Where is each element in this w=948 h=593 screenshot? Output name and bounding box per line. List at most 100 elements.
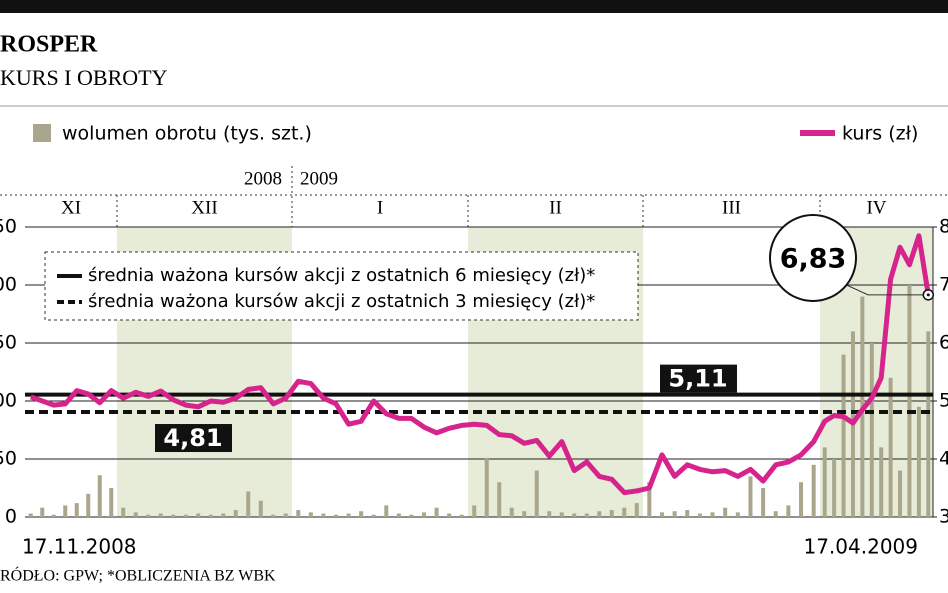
volume-bar bbox=[221, 513, 226, 517]
volume-bar bbox=[97, 475, 102, 517]
callout-circle bbox=[769, 214, 857, 302]
volume-bar bbox=[879, 447, 884, 517]
volume-bar bbox=[321, 513, 326, 517]
volume-bar bbox=[283, 513, 288, 517]
legend-box bbox=[44, 251, 639, 321]
volume-bar bbox=[547, 511, 552, 517]
volume-bar bbox=[196, 513, 201, 517]
volume-bar bbox=[171, 514, 176, 517]
volume-bar bbox=[484, 457, 489, 517]
volume-bar bbox=[208, 514, 213, 517]
month-label: XII bbox=[191, 197, 217, 218]
month-label: I bbox=[377, 197, 383, 218]
reference-label: 5,11 bbox=[668, 365, 727, 393]
volume-bar bbox=[926, 331, 931, 517]
volume-bar bbox=[334, 514, 338, 517]
volume-bar bbox=[396, 513, 401, 517]
volume-bar bbox=[841, 354, 846, 517]
volume-bar bbox=[472, 505, 477, 517]
y2-tick-label: 6 bbox=[939, 332, 948, 354]
volume-bar bbox=[907, 285, 912, 517]
reference-label: 4,81 bbox=[163, 424, 222, 452]
legend-swatch bbox=[33, 124, 51, 142]
year-label: 2009 bbox=[300, 168, 338, 189]
volume-bar bbox=[522, 511, 527, 517]
volume-bar bbox=[409, 514, 414, 517]
volume-bar bbox=[133, 512, 138, 517]
volume-bar bbox=[296, 510, 301, 517]
y-tick-label: 200 bbox=[0, 274, 17, 296]
volume-bar bbox=[63, 505, 68, 517]
volume-bar bbox=[609, 510, 614, 517]
y-tick-label: 250 bbox=[0, 216, 17, 238]
volume-bar bbox=[735, 512, 740, 517]
volume-bar bbox=[685, 510, 690, 517]
y-tick-label: 0 bbox=[5, 506, 17, 528]
volume-bar bbox=[869, 343, 874, 517]
volume-bar bbox=[258, 500, 263, 517]
volume-bar bbox=[559, 512, 564, 517]
volume-bar bbox=[51, 514, 56, 517]
volume-bar bbox=[371, 514, 376, 517]
volume-bar bbox=[799, 482, 804, 517]
volume-bar bbox=[534, 470, 539, 517]
volume-bar bbox=[697, 513, 702, 517]
x-tick-label: 17.04.2009 bbox=[803, 535, 918, 559]
legend-label: średnia ważona kursów akcji z ostatnich … bbox=[88, 265, 595, 286]
callout-dot-center bbox=[926, 293, 930, 297]
price-line bbox=[29, 233, 931, 496]
volume-bar bbox=[346, 513, 351, 517]
y2-tick-label: 4 bbox=[939, 448, 948, 470]
y2-tick-label: 7 bbox=[939, 274, 948, 296]
volume-bar bbox=[773, 511, 778, 517]
volume-bar bbox=[158, 513, 163, 517]
volume-bar bbox=[647, 482, 652, 517]
volume-bar bbox=[584, 513, 589, 517]
source: RÓDŁO: GPW; *OBLICZENIA BZ WBK bbox=[0, 566, 276, 585]
legend-label: średnia ważona kursów akcji z ostatnich … bbox=[88, 291, 595, 312]
volume-bar bbox=[308, 512, 313, 517]
legend-label: kurs (zł) bbox=[842, 123, 918, 145]
volume-bar bbox=[634, 503, 639, 517]
volume-bar bbox=[459, 514, 464, 517]
y-tick-label: 150 bbox=[0, 332, 17, 354]
volume-bar bbox=[434, 507, 439, 517]
volume-bar bbox=[146, 514, 151, 517]
volume-bar bbox=[822, 447, 827, 517]
volume-bar bbox=[359, 511, 364, 517]
volume-bar bbox=[898, 470, 903, 517]
volume-bar bbox=[74, 503, 79, 517]
volume-bar bbox=[572, 513, 577, 517]
y-tick-label: 50 bbox=[0, 448, 17, 470]
volume-bar bbox=[916, 406, 921, 517]
volume-bar bbox=[447, 513, 452, 517]
volume-bar bbox=[109, 488, 114, 517]
volume-bar bbox=[246, 491, 251, 517]
reference-label-box bbox=[155, 424, 232, 453]
y-tick-label: 100 bbox=[0, 390, 17, 412]
y2-tick-label: 8 bbox=[939, 216, 948, 238]
volume-bar bbox=[888, 377, 893, 517]
volume-bar bbox=[121, 507, 126, 517]
volume-bar bbox=[271, 514, 276, 517]
chart-subtitle: KURS I OBROTY bbox=[0, 65, 168, 90]
volume-bar bbox=[832, 459, 837, 517]
year-label: 2008 bbox=[244, 168, 282, 189]
callout-leader bbox=[839, 281, 929, 296]
month-label: IV bbox=[866, 197, 886, 218]
volume-bar bbox=[384, 505, 389, 517]
volume-bar bbox=[86, 493, 91, 517]
volume-bar bbox=[40, 507, 45, 517]
volume-bar bbox=[710, 512, 715, 517]
y2-tick-label: 5 bbox=[939, 390, 948, 412]
volume-bar bbox=[786, 505, 791, 517]
volume-bar bbox=[659, 512, 664, 517]
volume-bar bbox=[622, 507, 627, 517]
volume-bar bbox=[509, 507, 514, 517]
chart-title: ROSPER bbox=[0, 32, 98, 58]
value-label: 6,83 bbox=[780, 244, 847, 275]
volume-bar bbox=[811, 464, 816, 517]
volume-bar bbox=[422, 512, 426, 517]
